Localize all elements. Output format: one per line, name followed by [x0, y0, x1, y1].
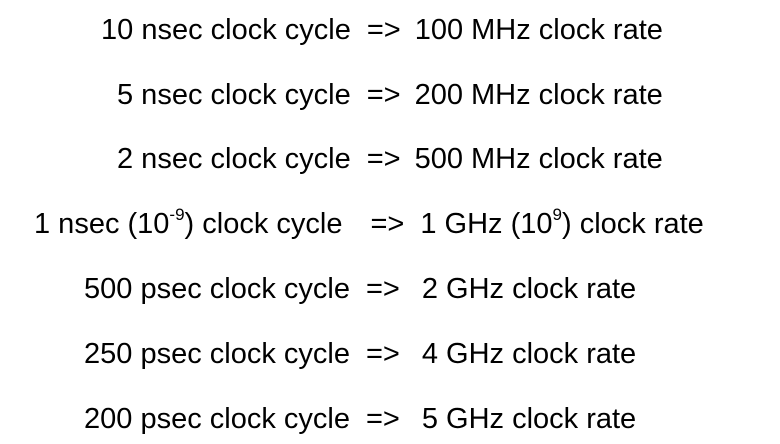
- clock-rate-text: 1 GHz (109) clock rate: [420, 206, 703, 242]
- cycle-exponent: -9: [169, 205, 184, 224]
- implies-arrow: =>: [370, 206, 404, 242]
- clock-rate-text: 500 MHz clock rate: [415, 141, 663, 177]
- clock-rate-text-post: ) clock rate: [562, 208, 704, 240]
- clock-rate-text: 4 GHz clock rate: [422, 336, 636, 372]
- clock-cycle-text: 2 nsec clock cycle: [117, 141, 351, 177]
- clock-rate-text: 200 MHz clock rate: [415, 77, 663, 113]
- clock-cycle-text-pre: 1 nsec (10: [34, 208, 169, 240]
- implies-arrow: =>: [366, 336, 400, 372]
- implies-arrow: =>: [366, 271, 400, 307]
- conversion-line: 250 psec clock cycle => 4 GHz clock rate: [84, 336, 636, 372]
- conversion-line: 10 nsec clock cycle => 100 MHz clock rate: [101, 12, 663, 48]
- clock-rate-text: 5 GHz clock rate: [422, 401, 636, 437]
- clock-cycle-text: 10 nsec clock cycle: [101, 12, 351, 48]
- implies-arrow: =>: [367, 141, 401, 177]
- conversion-line: 200 psec clock cycle => 5 GHz clock rate: [84, 401, 636, 437]
- conversion-line: 1 nsec (10-9) clock cycle => 1 GHz (109) c…: [34, 206, 704, 242]
- implies-arrow: =>: [366, 401, 400, 437]
- conversion-line: 500 psec clock cycle => 2 GHz clock rate: [84, 271, 636, 307]
- implies-arrow: =>: [367, 77, 401, 113]
- clock-cycle-text: 5 nsec clock cycle: [117, 77, 351, 113]
- clock-rate-text: 2 GHz clock rate: [422, 271, 636, 307]
- clock-cycle-text: 1 nsec (10-9) clock cycle: [34, 206, 342, 242]
- rate-exponent: 9: [553, 205, 562, 224]
- clock-cycle-text: 250 psec clock cycle: [84, 336, 350, 372]
- implies-arrow: =>: [367, 12, 401, 48]
- clock-cycle-text: 200 psec clock cycle: [84, 401, 350, 437]
- clock-cycle-text: 500 psec clock cycle: [84, 271, 350, 307]
- clock-rate-text: 100 MHz clock rate: [415, 12, 663, 48]
- conversion-line: 2 nsec clock cycle => 500 MHz clock rate: [117, 141, 663, 177]
- clock-cycle-text-post: ) clock cycle: [185, 208, 343, 240]
- clock-rate-text-pre: 1 GHz (10: [420, 208, 552, 240]
- conversion-line: 5 nsec clock cycle => 200 MHz clock rate: [117, 77, 663, 113]
